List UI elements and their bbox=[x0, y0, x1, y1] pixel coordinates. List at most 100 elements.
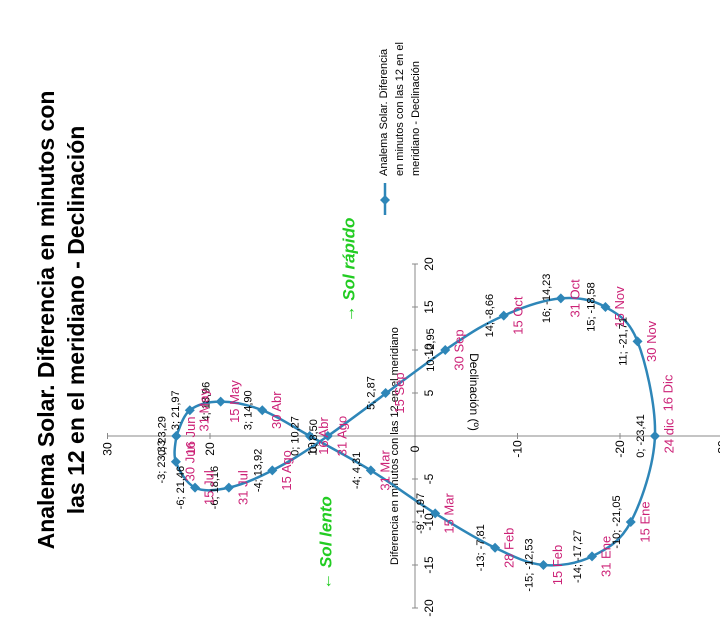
date-label: 31 Oct bbox=[567, 279, 582, 318]
data-point-marker bbox=[322, 431, 333, 441]
data-point-label: -3; 23,33 bbox=[156, 440, 168, 483]
date-label: 15 Sep bbox=[392, 372, 407, 413]
data-point-label: 11; -21,71 bbox=[618, 317, 630, 366]
data-point-label: 5; 2,87 bbox=[366, 376, 378, 410]
date-label: 28 Feb bbox=[502, 528, 517, 568]
date-label: 31 Mar bbox=[377, 450, 392, 491]
chart-title-line-2: las 12 en el meridiano - Declinación bbox=[63, 126, 89, 515]
data-point-marker bbox=[223, 482, 234, 493]
data-point-marker bbox=[632, 336, 643, 347]
legend-label: Analema Solar. Diferencia bbox=[378, 48, 390, 176]
data-labels-layer: 0; 23,29-3; 23,33 -6; 21,46 -6; 18,16 -4; 1… bbox=[156, 274, 647, 592]
declination-tick-label: 20 bbox=[203, 442, 217, 456]
data-point-label: -14; -17,27 bbox=[572, 530, 584, 583]
data-point-label: 0; -23,41 bbox=[635, 414, 647, 457]
data-point-label: 0; 23,29 bbox=[156, 416, 168, 456]
date-label: 15 Nov bbox=[612, 286, 627, 328]
date-label: 15 Oct bbox=[510, 296, 525, 335]
data-point-marker bbox=[649, 431, 660, 441]
data-point-marker bbox=[267, 465, 278, 476]
date-label: 24 dic bbox=[661, 418, 676, 453]
y-axis-title: Declinación (º) bbox=[467, 353, 481, 431]
date-label: 15 Ene bbox=[637, 501, 652, 542]
data-point-marker bbox=[184, 405, 195, 416]
data-point-marker bbox=[498, 310, 509, 321]
minutes-tick-label: -20 bbox=[422, 599, 436, 617]
data-point-marker bbox=[555, 293, 566, 304]
sol-lento-annotation: ← Sol lento bbox=[317, 496, 336, 590]
data-point-marker bbox=[365, 465, 376, 476]
data-point-label: 3; 21,97 bbox=[170, 390, 182, 430]
declination-tick-label: 30 bbox=[101, 442, 115, 456]
data-point-label: -15; -12,53 bbox=[523, 538, 535, 591]
chart-title-line-1: Analema Solar. Diferencia en minutos con bbox=[33, 91, 59, 550]
declination-tick-label: 0 bbox=[408, 445, 422, 452]
date-label: 15 May bbox=[227, 380, 242, 423]
legend-label: en minutos con las 12 en el bbox=[394, 42, 406, 176]
date-label: 16 Abr bbox=[316, 417, 331, 455]
minutes-tick-label: -5 bbox=[422, 473, 436, 484]
data-point-marker bbox=[304, 431, 315, 441]
date-label: 31 May bbox=[196, 388, 211, 431]
date-label: 15 Mar bbox=[442, 493, 457, 534]
date-label: 30 Abr bbox=[269, 391, 284, 429]
date-label: 31 Ene bbox=[599, 536, 614, 577]
data-point-label: -4; 13,92 bbox=[252, 449, 264, 492]
legend-marker bbox=[380, 195, 390, 205]
data-point-label: -6; 18,16 bbox=[209, 466, 221, 509]
data-point-marker bbox=[170, 456, 181, 467]
date-label: 15 Jul bbox=[202, 470, 217, 505]
minutes-tick-label: 15 bbox=[422, 300, 436, 314]
minutes-tick-label: 10 bbox=[422, 343, 436, 357]
data-point-marker bbox=[587, 551, 598, 562]
data-point-marker bbox=[215, 396, 226, 407]
minutes-tick-label: 20 bbox=[422, 257, 436, 271]
date-label: 31 Ago bbox=[334, 416, 349, 457]
data-point-label: 3; 14,90 bbox=[242, 390, 254, 430]
data-point-label: 10; -2,95 bbox=[425, 328, 437, 371]
declination-tick-label: -10 bbox=[511, 440, 525, 458]
data-point-marker bbox=[600, 302, 611, 312]
date-label: 31 Jul bbox=[235, 470, 250, 505]
data-point-marker bbox=[490, 542, 501, 553]
data-point-marker bbox=[625, 517, 636, 527]
declination-tick-label: -20 bbox=[613, 440, 627, 458]
data-point-marker bbox=[171, 431, 182, 441]
declination-tick-label: -30 bbox=[716, 440, 720, 458]
data-points-layer bbox=[170, 293, 660, 570]
data-point-marker bbox=[257, 405, 268, 416]
date-label: 15 Ago bbox=[279, 450, 294, 491]
sol-rapido-annotation: → Sol rápido bbox=[340, 218, 359, 323]
data-point-marker bbox=[430, 508, 441, 519]
data-point-label: 0; 8,50 bbox=[308, 419, 320, 453]
data-point-label: -9; -1,97 bbox=[415, 493, 427, 534]
data-point-label: -10; -21,05 bbox=[611, 495, 623, 548]
titles-layer: → Sol rápido ← Sol lento Analema Solar. Di… bbox=[33, 42, 422, 590]
date-label: 30 Sep bbox=[452, 329, 467, 370]
date-label: 15 Feb bbox=[550, 545, 565, 585]
data-point-label: 0; 10,27 bbox=[290, 416, 302, 456]
data-point-label: -4; 4,31 bbox=[351, 452, 363, 489]
minutes-tick-label: -10 bbox=[422, 513, 436, 531]
minutes-tick-label: 5 bbox=[422, 389, 436, 396]
x-axis-title: Diferencia en minutos con las 12 en el m… bbox=[389, 327, 401, 565]
data-point-label: 14; -8,66 bbox=[484, 294, 496, 337]
date-label: 16 Jun bbox=[183, 416, 198, 455]
date-label: 16 Dic bbox=[660, 374, 675, 411]
data-point-marker bbox=[190, 482, 201, 493]
data-point-label: -13; -7,81 bbox=[475, 524, 487, 571]
data-point-label: -6; 21,46 bbox=[175, 466, 187, 509]
data-point-marker bbox=[440, 345, 451, 355]
data-point-label: 16; -14,23 bbox=[541, 274, 553, 324]
data-point-marker bbox=[538, 560, 549, 570]
minutes-tick-label: -15 bbox=[422, 556, 436, 574]
legend-label: meridiano - Declinación bbox=[410, 61, 422, 176]
data-point-label: 4; 18,96 bbox=[201, 382, 213, 422]
data-point-marker bbox=[380, 388, 391, 398]
date-label: 30 Nov bbox=[644, 320, 659, 362]
date-label: 30 Jun bbox=[182, 442, 197, 481]
